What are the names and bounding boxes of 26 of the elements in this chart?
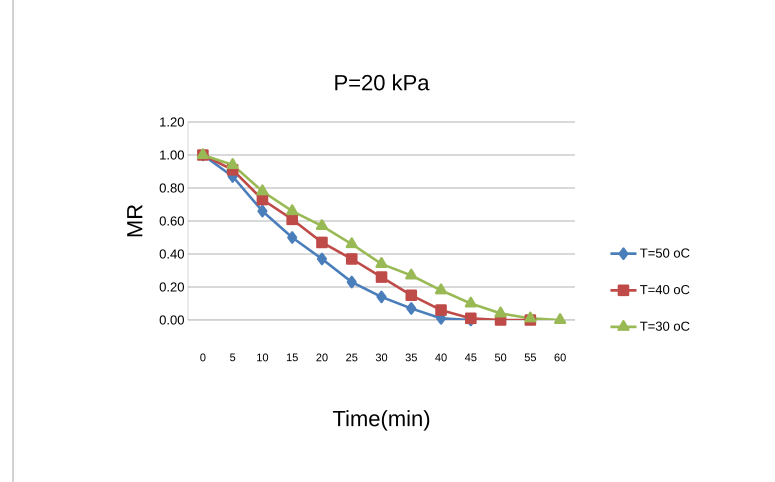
x-tick-label: 55 [524,354,536,362]
y-tick-label: 0.60 [160,216,184,226]
y-tick-label: 1.20 [160,117,184,127]
x-tick-label: 20 [316,354,328,362]
x-tick-label: 50 [494,354,506,362]
legend-label: T=50 oC [640,248,690,258]
x-tick-label: 40 [435,354,447,362]
x-tick-label: 15 [286,354,298,362]
x-axis-title: Time(min) [332,410,430,431]
y-axis-title: MR [127,204,142,236]
y-tick-label: 0.80 [160,183,184,193]
x-tick-label: 25 [346,354,358,362]
y-tick-label: 0.20 [160,282,184,292]
x-tick-label: 45 [464,354,476,362]
y-tick-label: 0.40 [160,249,184,259]
x-tick-label: 5 [230,354,236,362]
x-tick-label: 60 [554,354,566,362]
y-tick-label: 1.00 [160,150,184,160]
x-tick-label: 35 [406,354,417,362]
x-tick-label: 10 [257,354,268,362]
legend-label: T=30 oC [640,322,690,331]
y-tick-label: 0.00 [160,315,184,325]
x-tick-label: 30 [376,354,388,362]
chart-title: P=20 kPa [335,74,430,90]
legend-label: T=40 oC [640,285,690,294]
x-tick-label: 0 [200,354,206,362]
